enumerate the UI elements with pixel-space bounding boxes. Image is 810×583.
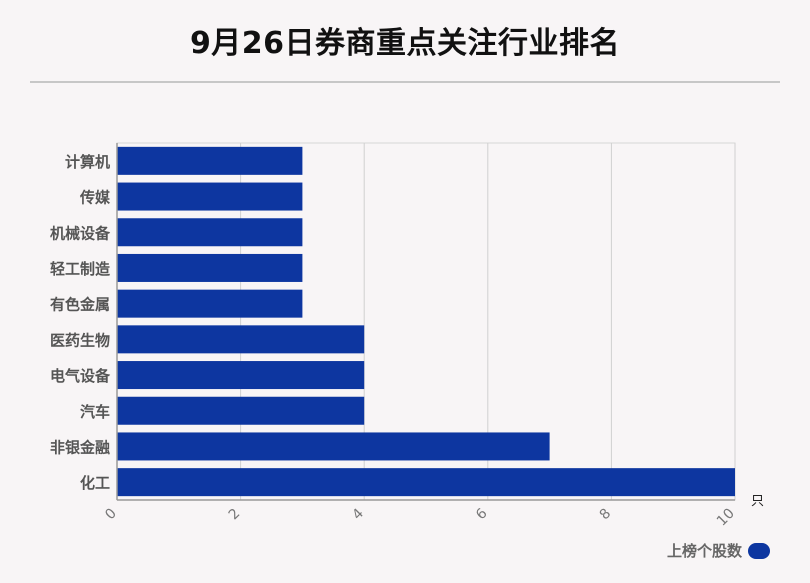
- bar: [117, 432, 550, 461]
- x-tick-label: 10: [714, 506, 738, 530]
- category-label: 化工: [80, 474, 110, 492]
- title-divider: [30, 81, 780, 83]
- bar: [117, 182, 303, 211]
- category-label: 非银金融: [50, 438, 110, 456]
- category-label: 轻工制造: [50, 260, 110, 278]
- bar: [117, 218, 303, 247]
- x-tick-label: 8: [597, 506, 615, 524]
- category-label: 电气设备: [50, 367, 111, 385]
- bar: [117, 289, 303, 318]
- x-tick-label: 2: [226, 506, 244, 524]
- category-label: 汽车: [80, 403, 110, 421]
- bar: [117, 361, 365, 390]
- bar: [117, 468, 735, 497]
- category-label: 计算机: [65, 153, 110, 171]
- x-tick-label: 4: [349, 505, 367, 523]
- category-label: 机械设备: [50, 224, 111, 242]
- x-tick-label: 6: [473, 505, 491, 523]
- bar: [117, 325, 365, 354]
- legend: 上榜个股数: [667, 540, 770, 561]
- x-unit-label: 只: [751, 494, 764, 509]
- category-label: 有色金属: [50, 296, 110, 314]
- bar: [117, 253, 303, 282]
- bar: [117, 396, 365, 425]
- bar: [117, 146, 303, 175]
- chart-title: 9月26日券商重点关注行业排名: [189, 26, 621, 61]
- legend-label: 上榜个股数: [666, 542, 742, 560]
- category-label: 传媒: [79, 189, 111, 207]
- category-label: 医药生物: [50, 331, 110, 349]
- legend-swatch: [748, 542, 770, 559]
- x-tick-label: 0: [102, 506, 120, 524]
